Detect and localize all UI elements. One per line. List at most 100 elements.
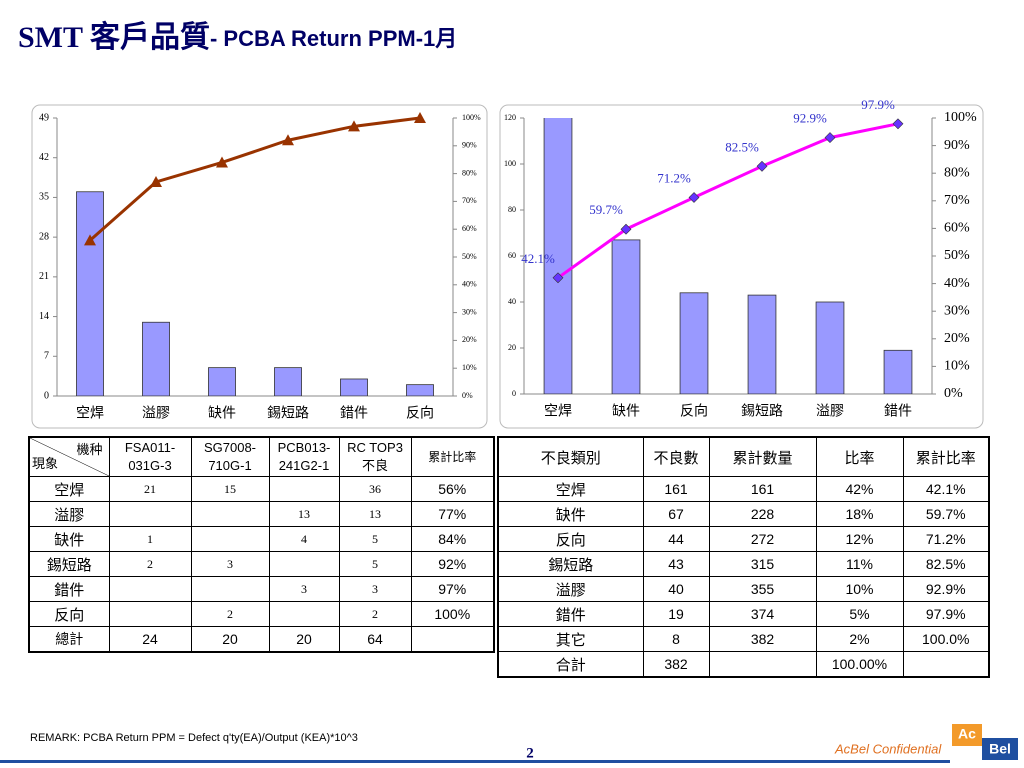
cell: 10% bbox=[815, 576, 904, 602]
cell: 4 bbox=[268, 526, 340, 552]
header-cell: RC TOP3 不良 bbox=[338, 436, 412, 477]
line bbox=[557, 122, 899, 280]
y2-tick-label: 40% bbox=[944, 276, 970, 291]
cell: 其它 bbox=[497, 626, 644, 652]
data-label: 59.7% bbox=[589, 202, 623, 217]
x-tick-label: 空焊 bbox=[76, 405, 104, 421]
bar bbox=[208, 367, 236, 396]
data-label: 97.9% bbox=[861, 97, 895, 112]
page-number: 2 bbox=[526, 745, 534, 761]
y-tick-label: 40 bbox=[508, 297, 516, 306]
cell: 161 bbox=[642, 476, 710, 502]
chart-frame bbox=[31, 104, 488, 429]
cell bbox=[410, 626, 495, 653]
cell: 20 bbox=[190, 626, 270, 653]
corner-top: 機种 bbox=[76, 442, 103, 457]
y2-tick-label: 30% bbox=[944, 303, 970, 318]
y2-tick-label: 50% bbox=[944, 248, 970, 263]
x-tick-label: 缺件 bbox=[612, 403, 640, 419]
y-tick-label: 28 bbox=[39, 231, 49, 242]
row: 缺件 1 4 5 84% bbox=[28, 526, 495, 552]
cell: 382 bbox=[708, 626, 817, 652]
marker bbox=[348, 120, 360, 132]
footer: AcBel Confidential bbox=[834, 741, 942, 756]
cell: 92% bbox=[410, 551, 495, 577]
cell: 315 bbox=[708, 551, 817, 577]
cell: 12% bbox=[815, 526, 904, 552]
header-cell: 不良類別 bbox=[497, 436, 644, 477]
cell: 21 bbox=[108, 476, 192, 502]
cell: 24 bbox=[108, 626, 192, 653]
marker bbox=[688, 192, 700, 203]
y-tick-label: 49 bbox=[39, 112, 49, 123]
corner-bottom: 現象 bbox=[32, 456, 59, 471]
header-cell: PCB013-241G2-1 bbox=[268, 436, 340, 477]
x-tick-label: 錫短路 bbox=[741, 403, 783, 419]
bar bbox=[611, 239, 641, 394]
marker bbox=[414, 112, 426, 123]
cell: 3 bbox=[268, 576, 340, 602]
data-label: 42.1% bbox=[521, 251, 555, 266]
y2-tick-label: 40% bbox=[462, 280, 477, 289]
defect-summary-table: 不良類別 不良數 累計數量 比率 累計比率 空焊 161 161 42% 42.1% 缺件 67 228… bbox=[497, 436, 990, 678]
cell bbox=[108, 601, 192, 627]
y2-tick-label: 90% bbox=[944, 138, 970, 153]
y2-tick-label: 10% bbox=[944, 359, 970, 374]
cell: 59.7% bbox=[902, 501, 990, 527]
x-tick-label: 缺件 bbox=[208, 405, 236, 421]
bar bbox=[883, 349, 913, 394]
row: 錯件 3 3 97% bbox=[28, 576, 495, 602]
x-tick-label: 空焊 bbox=[544, 403, 572, 419]
y-tick-label: 14 bbox=[39, 311, 49, 322]
cell: 92.9% bbox=[902, 576, 990, 602]
cell: 反向 bbox=[497, 526, 644, 552]
cell: 100% bbox=[410, 601, 495, 627]
marker bbox=[756, 160, 768, 172]
x-tick-label: 溢膠 bbox=[816, 403, 844, 419]
y2-tick-label: 20% bbox=[462, 335, 477, 344]
cell bbox=[268, 476, 340, 502]
cell: 總計 bbox=[28, 626, 110, 653]
cell: 161 bbox=[708, 476, 817, 502]
logo-block bbox=[952, 724, 982, 746]
y2-tick-label: 50% bbox=[462, 252, 477, 261]
cell: 43 bbox=[642, 551, 710, 577]
cell: 15 bbox=[190, 476, 270, 502]
row: 空焊 21 15 36 56% bbox=[28, 476, 495, 502]
header-row: 機种 現象 FSA011-031G-3 SG7008-710G-1 PCB013-241… bbox=[28, 436, 495, 477]
marker bbox=[620, 223, 632, 235]
cell: 8 bbox=[642, 626, 710, 652]
cell: 374 bbox=[708, 601, 817, 627]
corner-cell: 機种現象 bbox=[28, 436, 110, 477]
bar bbox=[406, 384, 434, 396]
row: 其它 8 382 2% 100.0% bbox=[497, 626, 990, 652]
y2-tick-label: 60% bbox=[462, 224, 477, 233]
cell: 44 bbox=[642, 526, 710, 552]
cell: 97% bbox=[410, 576, 495, 602]
cell: 355 bbox=[708, 576, 817, 602]
marker bbox=[282, 134, 294, 146]
y-tick-label: 120 bbox=[504, 113, 516, 122]
row: 溢膠 13 13 77% bbox=[28, 501, 495, 527]
cell bbox=[268, 551, 340, 577]
title-main: SMT 客戶品質 bbox=[18, 20, 210, 54]
y2-tick-label: 80% bbox=[944, 165, 970, 180]
cell: 5% bbox=[815, 601, 904, 627]
cell: 64 bbox=[338, 626, 412, 653]
marker bbox=[892, 118, 904, 130]
cell: 13 bbox=[268, 501, 340, 527]
y2-tick-label: 80% bbox=[462, 168, 477, 177]
y2-tick-label: 0% bbox=[462, 391, 473, 400]
cell: 錯件 bbox=[497, 601, 644, 627]
cell: 3 bbox=[190, 551, 270, 577]
footer-rule bbox=[0, 760, 950, 763]
cell: 56% bbox=[410, 476, 495, 502]
cell: 100.00% bbox=[815, 651, 904, 678]
cell: 82.5% bbox=[902, 551, 990, 577]
defect-by-model-table: 機种 現象 FSA011-031G-3 SG7008-710G-1 PCB013-241… bbox=[28, 436, 495, 653]
cell: 40 bbox=[642, 576, 710, 602]
header-cell: FSA011-031G-3 bbox=[108, 436, 192, 477]
cell bbox=[108, 576, 192, 602]
data-label: 71.2% bbox=[657, 170, 691, 185]
